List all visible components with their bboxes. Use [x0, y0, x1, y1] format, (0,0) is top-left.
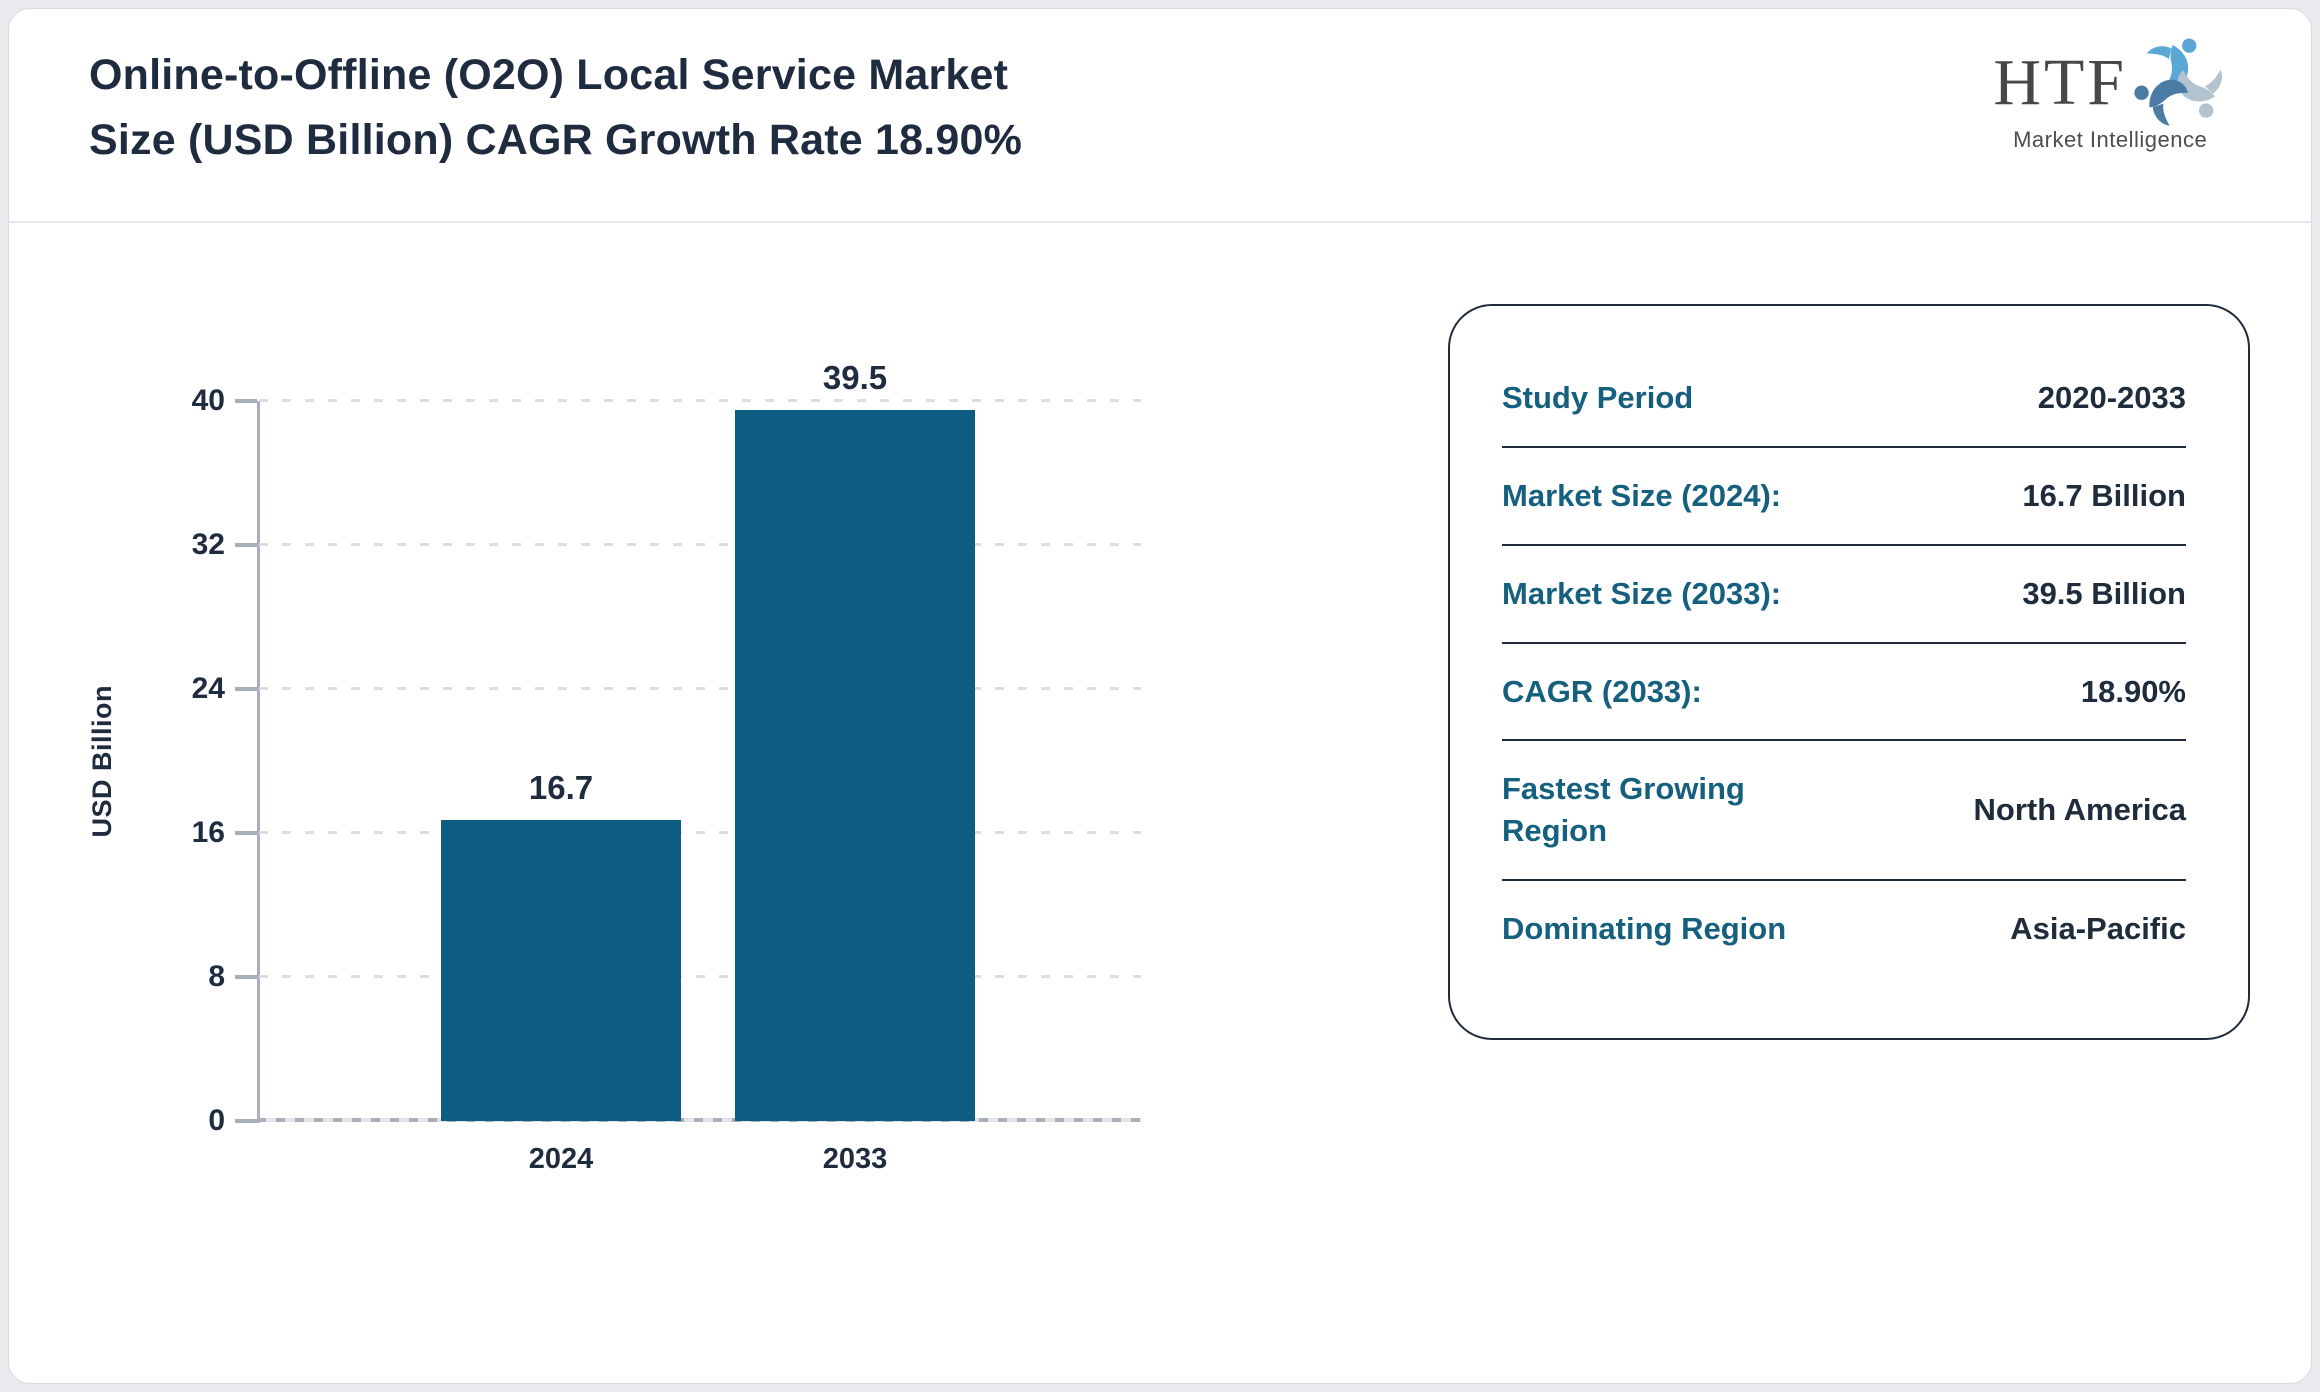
page-title-line2: Size (USD Billion) CAGR Growth Rate 18.9… — [89, 116, 1023, 165]
y-tick-mark — [235, 687, 257, 691]
triskelion-people-icon — [2134, 38, 2222, 126]
header: Online-to-Offline (O2O) Local Service Ma… — [9, 9, 2311, 223]
gridline — [259, 975, 1141, 978]
y-tick-mark — [235, 831, 257, 835]
page-title: Online-to-Offline (O2O) Local Service Ma… — [89, 43, 1389, 174]
y-tick-label: 16 — [191, 816, 225, 849]
plot-area: USD Billion 0 8 16 24 32 40 16.7 2024 39.5 2033 — [87, 359, 1141, 1175]
y-tick-label: 32 — [191, 528, 225, 561]
info-panel-row: Fastest Growing Region North America — [1502, 741, 2186, 882]
x-axis-baseline — [257, 1118, 1141, 1122]
y-tick-label: 40 — [191, 384, 225, 417]
info-panel-label: Market Size (2024): — [1502, 477, 1782, 513]
gridline — [259, 399, 1141, 402]
x-tick-label: 2033 — [822, 1143, 888, 1175]
y-tick-mark — [235, 543, 257, 547]
info-panel-value: Asia-Pacific — [2010, 911, 2186, 947]
info-panel: Study Period 2020-2033 Market Size (2024):… — [1448, 304, 2250, 1040]
y-tick-mark — [235, 399, 257, 403]
info-panel-label: Market Size (2033): — [1502, 575, 1782, 611]
y-axis-title: USD Billion — [87, 401, 118, 1121]
bar-2024 — [441, 820, 681, 1121]
y-axis-title-text: USD Billion — [87, 684, 117, 838]
info-panel-label: Fastest Growing Region — [1502, 771, 1745, 849]
htf-logo-text: HTF — [1993, 46, 2127, 119]
page-title-line1: Online-to-Offline (O2O) Local Service Ma… — [89, 51, 1009, 99]
y-tick-mark — [235, 975, 257, 979]
y-tick-label: 24 — [191, 672, 225, 705]
info-panel-value: 16.7 Billion — [2022, 477, 2186, 513]
y-tick-label: 0 — [208, 1104, 225, 1137]
bar-value-label: 16.7 — [528, 769, 594, 807]
y-tick-label: 8 — [208, 960, 225, 993]
info-panel-value: North America — [1973, 792, 2186, 828]
x-tick-label: 2024 — [528, 1143, 594, 1175]
bar-value-label: 39.5 — [822, 359, 888, 396]
htf-logo-top: HTF — [1993, 35, 2227, 131]
info-panel-value: 2020-2033 — [2037, 380, 2186, 415]
htf-logo: HTF — [1993, 35, 2227, 153]
infographic-card: Online-to-Offline (O2O) Local Service Ma… — [8, 8, 2312, 1384]
info-panel-row: Market Size (2024): 16.7 Billion — [1502, 448, 2186, 546]
gridline — [259, 831, 1141, 834]
info-panel-label: CAGR (2033): — [1502, 673, 1702, 709]
y-tick-mark — [235, 1119, 257, 1123]
htf-logo-tagline: Market Intelligence — [2013, 127, 2208, 152]
info-panel-value: 39.5 Billion — [2022, 575, 2186, 611]
info-panel-row: Dominating Region Asia-Pacific — [1502, 881, 2186, 977]
gridline — [259, 543, 1141, 546]
info-panel-row: Study Period 2020-2033 — [1502, 350, 2186, 448]
info-panel-label: Dominating Region — [1502, 911, 1787, 947]
bar-2033 — [735, 410, 975, 1121]
gridline — [259, 687, 1141, 690]
info-panel-row: CAGR (2033): 18.90% — [1502, 644, 2186, 742]
info-panel-row: Market Size (2033): 39.5 Billion — [1502, 546, 2186, 644]
info-panel-label: Study Period — [1502, 380, 1694, 415]
info-panel-value: 18.90% — [2080, 673, 2186, 709]
y-axis-line — [257, 401, 260, 1123]
